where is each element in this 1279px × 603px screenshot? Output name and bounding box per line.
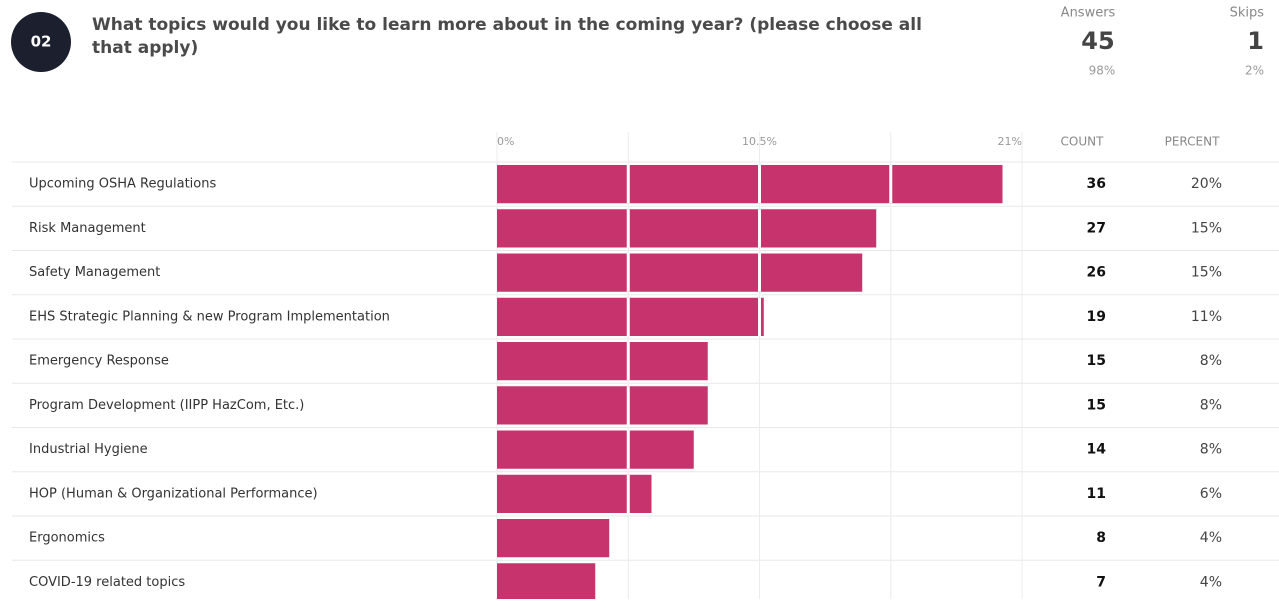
- count: 36: [1087, 176, 1106, 192]
- category-label: Industrial Hygiene: [29, 442, 148, 457]
- answers-count: 45: [1081, 27, 1114, 55]
- count: 14: [1087, 442, 1107, 458]
- question-text: What topics would you like to learn more…: [92, 15, 922, 58]
- count: 26: [1087, 265, 1106, 281]
- question-box: What topics would you like to learn more…: [92, 15, 922, 58]
- percent-label: 15%: [1191, 220, 1222, 236]
- percent-label: 8%: [1200, 353, 1222, 369]
- skips-percent: 2%: [1245, 64, 1264, 78]
- answers-percent: 98%: [1089, 64, 1116, 78]
- category-label: Safety Management: [29, 265, 160, 280]
- x-tick-label: 0%: [497, 135, 514, 148]
- count: 11: [1087, 486, 1106, 502]
- bar: [497, 209, 877, 248]
- percent-label: 20%: [1191, 176, 1222, 192]
- count: 15: [1087, 397, 1106, 413]
- category-label: Program Development (IIPP HazCom, Etc.): [29, 398, 304, 413]
- percent-label: 8%: [1200, 442, 1222, 458]
- bar: [497, 563, 596, 602]
- percent-label: 8%: [1200, 397, 1222, 413]
- count: 7: [1096, 574, 1106, 590]
- bar: [497, 519, 610, 558]
- category-label: Upcoming OSHA Regulations: [29, 177, 216, 192]
- category-label: Ergonomics: [29, 531, 105, 546]
- question-number: 02: [31, 33, 52, 51]
- count: 8: [1096, 530, 1106, 546]
- bar: [497, 386, 708, 425]
- category-label: Risk Management: [29, 221, 146, 236]
- bar: [497, 342, 708, 381]
- percent-label: 4%: [1200, 530, 1222, 546]
- percent-header: PERCENT: [1165, 135, 1220, 149]
- bar: [497, 165, 1003, 204]
- question-badge: [11, 12, 71, 72]
- bar: [497, 430, 694, 469]
- percent-label: 11%: [1191, 309, 1222, 325]
- bar: [497, 474, 652, 513]
- percent-label: 6%: [1200, 486, 1222, 502]
- category-label: EHS Strategic Planning & new Program Imp…: [29, 309, 390, 324]
- skips-label: Skips: [1230, 6, 1265, 21]
- category-label: Emergency Response: [29, 354, 169, 369]
- answers-label: Answers: [1061, 6, 1116, 21]
- count: 19: [1087, 309, 1106, 325]
- category-label: HOP (Human & Organizational Performance): [29, 486, 318, 501]
- skips-count: 1: [1247, 27, 1264, 55]
- bar: [497, 253, 863, 292]
- count-header: COUNT: [1061, 135, 1105, 149]
- count: 27: [1087, 220, 1106, 236]
- percent-label: 15%: [1191, 265, 1222, 281]
- bar: [497, 297, 764, 336]
- percent-label: 4%: [1200, 574, 1222, 590]
- category-label: COVID-19 related topics: [29, 575, 185, 590]
- x-tick-label: 21%: [998, 135, 1022, 148]
- count: 15: [1087, 353, 1106, 369]
